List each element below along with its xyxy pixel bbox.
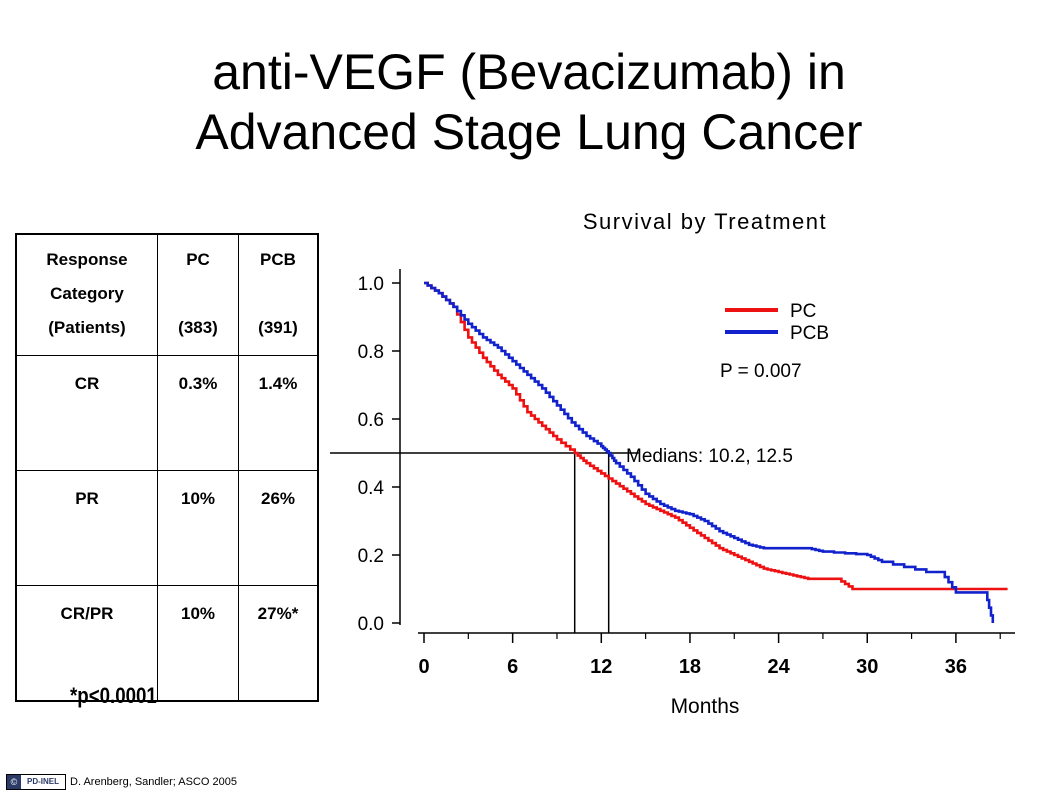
header-pc-spacer xyxy=(158,277,238,311)
table-cell: 10% xyxy=(157,585,239,702)
footnote: *p<0.0001 xyxy=(70,683,157,708)
table-cell: 26% xyxy=(238,470,319,586)
x-tick-label: 30 xyxy=(856,656,878,678)
legend-label-pc: PC xyxy=(790,301,816,322)
chart-series xyxy=(330,281,1008,633)
header-pcb: PCB (391) xyxy=(238,233,319,356)
table-cell: 1.4% xyxy=(238,355,319,471)
p-value-label: P = 0.007 xyxy=(720,361,802,382)
header-response-line-2: Category xyxy=(50,284,124,303)
x-tick-label: 36 xyxy=(945,656,967,678)
table-cell: CR xyxy=(15,355,158,471)
y-tick-label: 0.4 xyxy=(358,478,385,499)
x-tick-label: 24 xyxy=(767,656,790,678)
chart-title: Survival by Treatment xyxy=(583,209,827,234)
x-tick-label: 6 xyxy=(507,656,518,678)
y-tick-label: 0.2 xyxy=(358,546,384,567)
header-pc-count: (383) xyxy=(178,318,218,337)
y-tick-label: 0.0 xyxy=(358,614,384,635)
header-pc-label: PC xyxy=(186,250,210,269)
legend-label-pcb: PCB xyxy=(790,323,829,344)
table-cell: 27%* xyxy=(238,585,319,702)
y-tick-label: 0.6 xyxy=(358,410,384,431)
chart-axes: 0.0 0.2 0.4 0.6 0.8 1.0 0 6 12 18 24 30 36 xyxy=(358,269,1015,678)
copyright-icon: © xyxy=(7,775,21,789)
x-tick-label: 12 xyxy=(590,656,612,678)
slide-title: anti-VEGF (Bevacizumab) in Advanced Stag… xyxy=(0,42,1058,162)
median-label: Medians: 10.2, 12.5 xyxy=(626,446,793,467)
table-row: CR/PR 10% 27%* xyxy=(15,585,319,702)
table-cell: 10% xyxy=(157,470,239,586)
survival-chart: Survival by Treatment 0.0 0.2 0.4 0.6 0.8 1.0… xyxy=(330,209,1015,718)
title-line-1: anti-VEGF (Bevacizumab) in xyxy=(212,44,846,100)
logo-text: PD-INEL xyxy=(21,775,65,789)
response-table: Response Category (Patients) PC (383) PC… xyxy=(15,233,319,702)
table-cell: CR/PR xyxy=(15,585,158,702)
credit-text: D. Arenberg, Sandler; ASCO 2005 xyxy=(70,776,237,788)
x-tick-label: 0 xyxy=(418,656,429,678)
header-pcb-count: (391) xyxy=(258,318,298,337)
table-row: CR 0.3% 1.4% xyxy=(15,355,319,471)
header-response: Response Category (Patients) xyxy=(15,233,158,356)
series-line-pc xyxy=(424,281,1008,591)
series-line-pcb xyxy=(424,281,995,623)
x-axis-label: Months xyxy=(671,695,740,718)
table-cell: PR xyxy=(15,470,158,586)
logo: © PD-INEL xyxy=(6,774,66,790)
x-tick-label: 18 xyxy=(679,656,701,678)
y-tick-label: 1.0 xyxy=(358,274,384,295)
header-pc: PC (383) xyxy=(157,233,239,356)
table-row: PR 10% 26% xyxy=(15,470,319,586)
table-header-row: Response Category (Patients) PC (383) PC… xyxy=(15,233,319,356)
credit: © PD-INEL D. Arenberg, Sandler; ASCO 200… xyxy=(6,774,237,790)
y-tick-label: 0.8 xyxy=(358,342,384,363)
header-response-line-1: Response xyxy=(46,250,128,269)
header-pcb-spacer xyxy=(239,277,317,311)
header-pcb-label: PCB xyxy=(260,250,296,269)
title-line-2: Advanced Stage Lung Cancer xyxy=(195,104,863,160)
header-response-line-3: (Patients) xyxy=(48,318,126,337)
table-cell: 0.3% xyxy=(157,355,239,471)
